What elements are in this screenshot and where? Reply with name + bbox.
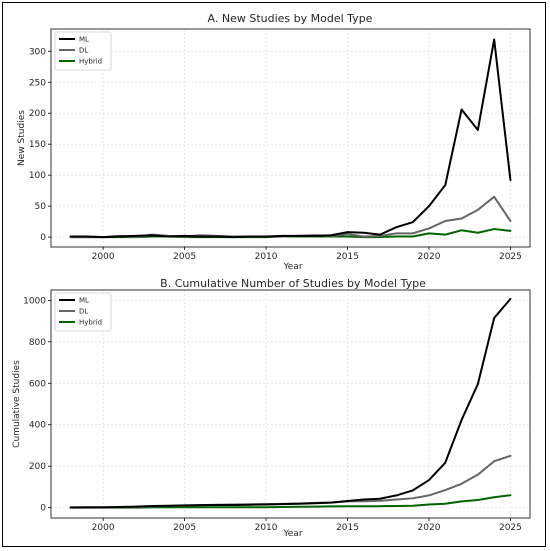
series-line-a-ml: [69, 38, 512, 239]
y-tick-label-a-250: 250: [29, 78, 46, 88]
panel-b: B. Cumulative Number of Studies by Model…: [12, 277, 531, 539]
y-tick-label-b-400: 400: [29, 421, 46, 431]
x-axis-label-b: Year: [282, 529, 302, 539]
x-tick-label-b-2025: 2025: [499, 523, 522, 533]
y-tick-label-b-800: 800: [29, 338, 46, 348]
x-tick-label-b-2010: 2010: [255, 523, 278, 533]
x-tick-label-b-2020: 2020: [418, 523, 441, 533]
series-line-b-ml: [69, 297, 512, 509]
chart-title-a: A. New Studies by Model Type: [208, 12, 373, 25]
y-tick-label-b-0: 0: [40, 504, 46, 514]
y-tick-label-b-200: 200: [29, 462, 46, 472]
legend-label-b-hybrid: Hybrid: [79, 319, 102, 327]
panel-a: A. New Studies by Model Type Year New St…: [17, 12, 531, 272]
x-tick-label-a-2000: 2000: [92, 252, 115, 262]
y-tick-label-a-0: 0: [40, 233, 46, 243]
x-tick-label-b-2005: 2005: [173, 523, 196, 533]
x-tick-label-b-2000: 2000: [92, 523, 115, 533]
legend-label-a-hybrid: Hybrid: [79, 58, 102, 66]
y-axis-label-b: Cumulative Studies: [12, 360, 22, 448]
y-tick-label-b-1000: 1000: [23, 296, 46, 306]
x-tick-label-a-2025: 2025: [499, 252, 522, 262]
x-axis-label-a: Year: [282, 262, 302, 272]
legend-label-b-dl: DL: [79, 308, 88, 316]
y-tick-label-a-150: 150: [29, 140, 46, 150]
y-axis-label-a: New Studies: [17, 110, 27, 166]
plot-area-b: [50, 289, 531, 519]
y-tick-label-b-600: 600: [29, 379, 46, 389]
x-tick-label-a-2005: 2005: [173, 252, 196, 262]
plot-area-a: [50, 28, 531, 248]
legend-label-b-ml: ML: [79, 297, 89, 305]
y-tick-label-a-100: 100: [29, 171, 46, 181]
legend-label-a-ml: ML: [79, 36, 89, 44]
chart-title-b: B. Cumulative Number of Studies by Model…: [160, 277, 426, 290]
y-tick-label-a-200: 200: [29, 109, 46, 119]
legend-label-a-dl: DL: [79, 47, 88, 55]
x-tick-label-a-2015: 2015: [336, 252, 359, 262]
y-tick-label-a-50: 50: [35, 202, 47, 212]
x-tick-label-a-2010: 2010: [255, 252, 278, 262]
y-tick-label-a-300: 300: [29, 47, 46, 57]
figure-border: [2, 2, 546, 547]
x-tick-label-a-2020: 2020: [418, 252, 441, 262]
x-tick-label-b-2015: 2015: [336, 523, 359, 533]
